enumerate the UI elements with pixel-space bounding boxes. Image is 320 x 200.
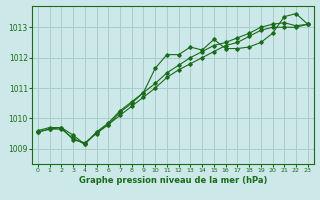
X-axis label: Graphe pression niveau de la mer (hPa): Graphe pression niveau de la mer (hPa) — [79, 176, 267, 185]
